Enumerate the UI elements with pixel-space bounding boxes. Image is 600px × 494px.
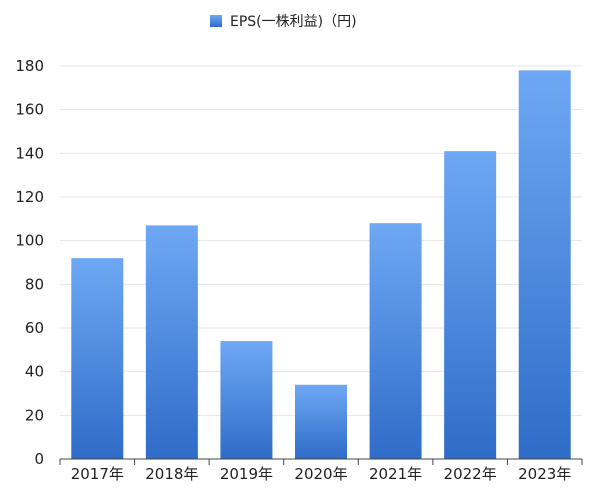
legend: EPS(一株利益)（円) — [210, 14, 357, 30]
bar — [295, 384, 347, 459]
bar — [145, 225, 198, 459]
bar — [518, 70, 571, 459]
bar — [369, 223, 422, 459]
y-tick-label: 120 — [15, 188, 44, 206]
y-tick-label: 40 — [25, 363, 44, 381]
gridlines — [60, 65, 582, 416]
y-tick-label: 100 — [15, 232, 44, 250]
x-tick-label: 2017年 — [71, 465, 124, 483]
x-tick-label: 2021年 — [369, 465, 422, 483]
bars — [71, 70, 571, 459]
y-tick-label: 140 — [15, 144, 44, 162]
y-axis-tick-labels: 0 20 40 60 80 100 120 140 160 180 — [15, 57, 44, 468]
x-tick-label: 2018年 — [145, 465, 198, 483]
bar — [71, 258, 124, 459]
y-tick-label: 80 — [25, 275, 44, 293]
y-tick-label: 0 — [34, 450, 44, 468]
y-tick-label: 180 — [15, 57, 44, 75]
x-axis — [59, 458, 583, 465]
legend-swatch — [210, 15, 222, 27]
bar — [220, 341, 273, 459]
x-axis-tick-labels: 2017年 2018年 2019年 2020年 2021年 2022年 2023年 — [71, 465, 572, 483]
legend-label: EPS(一株利益)（円) — [230, 14, 357, 30]
y-tick-label: 20 — [25, 406, 44, 424]
x-tick-label: 2020年 — [294, 465, 347, 483]
x-tick-label: 2022年 — [444, 465, 497, 483]
x-tick-label: 2019年 — [220, 465, 273, 483]
y-tick-label: 60 — [25, 319, 44, 337]
x-tick-label: 2023年 — [518, 465, 571, 483]
bar — [444, 151, 497, 459]
y-tick-label: 160 — [15, 101, 44, 119]
